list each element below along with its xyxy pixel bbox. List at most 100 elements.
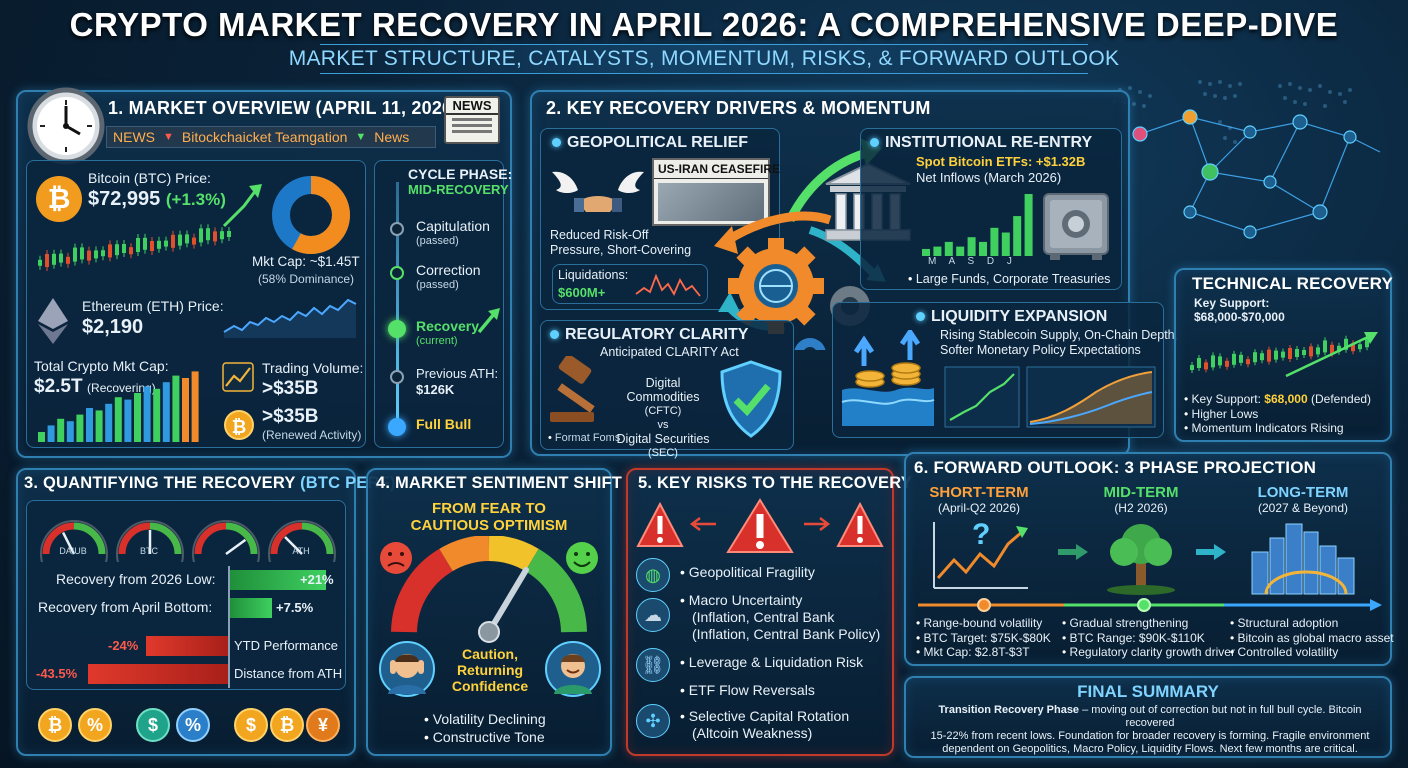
- page-subtitle-banner: [320, 44, 1088, 74]
- risk-text-detail: (Altcoin Weakness): [692, 725, 813, 741]
- risk-text: Macro Uncertainty: [680, 592, 803, 608]
- candle-body: [1316, 347, 1320, 355]
- candle-body: [101, 250, 105, 257]
- candle-body: [1246, 359, 1250, 365]
- tech-support-range: $68,000-$70,000: [1194, 310, 1285, 324]
- cap-bar: [191, 371, 199, 442]
- perf-row-value: -24%: [108, 638, 139, 653]
- clock-icon: [27, 87, 105, 165]
- institutional-reentry-label: INSTITUTIONAL RE-ENTRY: [885, 134, 1093, 151]
- candle-body: [59, 253, 63, 263]
- candle-body: [220, 231, 224, 240]
- btc-dominance: (58% Dominance): [258, 272, 355, 286]
- cap-bar: [124, 399, 132, 442]
- trading-volume-note: (Renewed Activity): [262, 428, 362, 442]
- btc-price: $72,995: [88, 188, 161, 210]
- perf-bar-negative: [146, 636, 228, 656]
- sentiment-bullet-volatility: Volatility Declining: [424, 710, 546, 728]
- candle-body: [1344, 338, 1348, 350]
- final-summary-line-2: 15-22% from recent lows. Foundation for …: [930, 730, 1370, 742]
- versus-label: vs: [657, 419, 669, 431]
- percent-coin-icon: %: [78, 708, 112, 742]
- institutional-bullet: Large Funds, Corporate Treasuries: [908, 272, 1111, 286]
- tech-bullet-higher-lows: Higher Lows: [1184, 407, 1371, 422]
- risk-text: Selective Capital Rotation: [680, 708, 849, 724]
- coin-icons-row: ₿ % $ % $ ₿ ¥: [36, 706, 346, 746]
- sentiment-gauge-text-2: Returning: [456, 662, 524, 678]
- risks-title: 5. KEY RISKS TO THE RECOVERY: [638, 474, 912, 492]
- total-cap-label: Total Crypto Mkt Cap:: [34, 358, 169, 374]
- cap-bar: [57, 418, 65, 442]
- happy-person-icon: [545, 641, 601, 697]
- etf-inflow-bar: [944, 241, 953, 256]
- total-cap-note: (Recovering): [87, 381, 156, 395]
- bitcoin-coin-icon: ₿: [270, 708, 304, 742]
- trading-volume-value: >$35B: [262, 378, 319, 399]
- cycle-step-name: Full Bull: [416, 416, 472, 432]
- candle-body: [108, 244, 112, 258]
- cycle-step-name: Previous ATH:: [416, 366, 499, 381]
- market-overview-title: 1. MARKET OVERVIEW (APRIL 11, 2026): [108, 98, 459, 118]
- final-summary-line-3: dependent on Geopolitics, Macro Policy, …: [942, 743, 1358, 755]
- broken-chain-icon: ⛓: [636, 648, 670, 682]
- etf-chart-month-labels: M A S D J: [928, 256, 1012, 267]
- perf-row-label: Distance from ATH: [234, 666, 343, 681]
- perf-row-label: YTD Performance: [234, 638, 339, 653]
- gauge-label-daiub: DAIUB: [59, 546, 87, 556]
- regulatory-bullet: Format Foms: [548, 432, 620, 444]
- outlook-bullet: Range-bound volatility: [916, 616, 1051, 631]
- etf-inflow-bar: [979, 241, 987, 256]
- candle-body: [1365, 337, 1369, 348]
- etf-inflow-bar: [922, 248, 930, 256]
- svg-text:?: ?: [972, 518, 990, 551]
- outlook-stage-arrows: [1058, 544, 1226, 560]
- sentiment-bullets: Volatility Declining Constructive Tone: [424, 710, 546, 746]
- perf-row-ath: -43.5% Distance from ATH: [36, 664, 342, 684]
- candle-body: [1358, 344, 1362, 350]
- storm-cloud-icon: ☁: [636, 598, 670, 632]
- regulatory-clarity-title: REGULATORY CLARITY: [550, 326, 748, 344]
- cycle-phase-timeline-line: [396, 182, 399, 428]
- liquidity-growth-chart: [944, 366, 1020, 428]
- outlook-bullet: Controlled volatility: [1230, 645, 1394, 660]
- perf-row-value: +21%: [300, 572, 334, 587]
- geopolitical-relief-label: GEOPOLITICAL RELIEF: [567, 134, 749, 151]
- regulatory-commodities: Digital Commodities (CFTC) vs Digital Se…: [608, 376, 718, 460]
- performance-gauge: [268, 520, 336, 562]
- news-ticker: NEWS ▼ Bitockchaicket Teamgation ▼ News: [106, 126, 436, 148]
- globe-crack-icon: ◍: [636, 558, 670, 592]
- gavel-icon: [550, 356, 595, 422]
- outlook-mid-period: (H2 2026): [1114, 501, 1168, 515]
- digital-securities-label: Digital Securities: [616, 432, 710, 446]
- newspaper-icon-label: NEWS: [446, 98, 498, 115]
- risk-text: Geopolitical Fragility: [680, 564, 815, 580]
- stressed-person-icon: [379, 641, 435, 697]
- gauge-label-btc: BTC: [140, 546, 158, 556]
- etf-inflow-bar: [967, 237, 976, 256]
- risk-text: ETF Flow Reversals: [680, 682, 815, 698]
- sentiment-bullet-tone: Constructive Tone: [424, 728, 546, 746]
- candle-body: [1232, 353, 1236, 365]
- perf-axis-line: [228, 566, 230, 688]
- cap-bar: [76, 414, 84, 442]
- sentiment-headline-line-2: CAUTIOUS OPTIMISM: [410, 517, 568, 534]
- clarity-act-label: Anticipated CLARITY Act: [600, 345, 739, 359]
- quantifying-title-text: 3. QUANTIFYING THE RECOVERY: [24, 474, 296, 492]
- tech-bullet-support: Key Support: $68,000 (Defended): [1184, 392, 1372, 407]
- risk-list: ◍ Geopolitical Fragility ☁ Macro Uncerta…: [636, 556, 890, 752]
- tech-bullets: Key Support: $68,000 (Defended) Higher L…: [1184, 392, 1372, 436]
- tech-support-label: Key Support:: [1194, 296, 1270, 310]
- candle-body: [1309, 346, 1313, 357]
- eth-price-label: Ethereum (ETH) Price:: [82, 298, 224, 314]
- btc-price-label: Bitcoin (BTC) Price:: [88, 170, 211, 186]
- page-title: CRYPTO MARKET RECOVERY IN APRIL 2026: A …: [69, 6, 1339, 43]
- candle-body: [1218, 356, 1222, 366]
- perf-row-april-bottom: Recovery from April Bottom: +7.5%: [36, 598, 336, 618]
- candle-body: [66, 256, 70, 264]
- digital-commodities-label: Digital Commodities: [626, 376, 700, 404]
- candle-body: [122, 244, 126, 253]
- outlook-long-bullets: Structural adoption Bitcoin as global ma…: [1230, 616, 1394, 660]
- performance-gauge: [192, 520, 260, 562]
- cycle-phase-box: [374, 160, 504, 448]
- cap-bar: [38, 432, 45, 442]
